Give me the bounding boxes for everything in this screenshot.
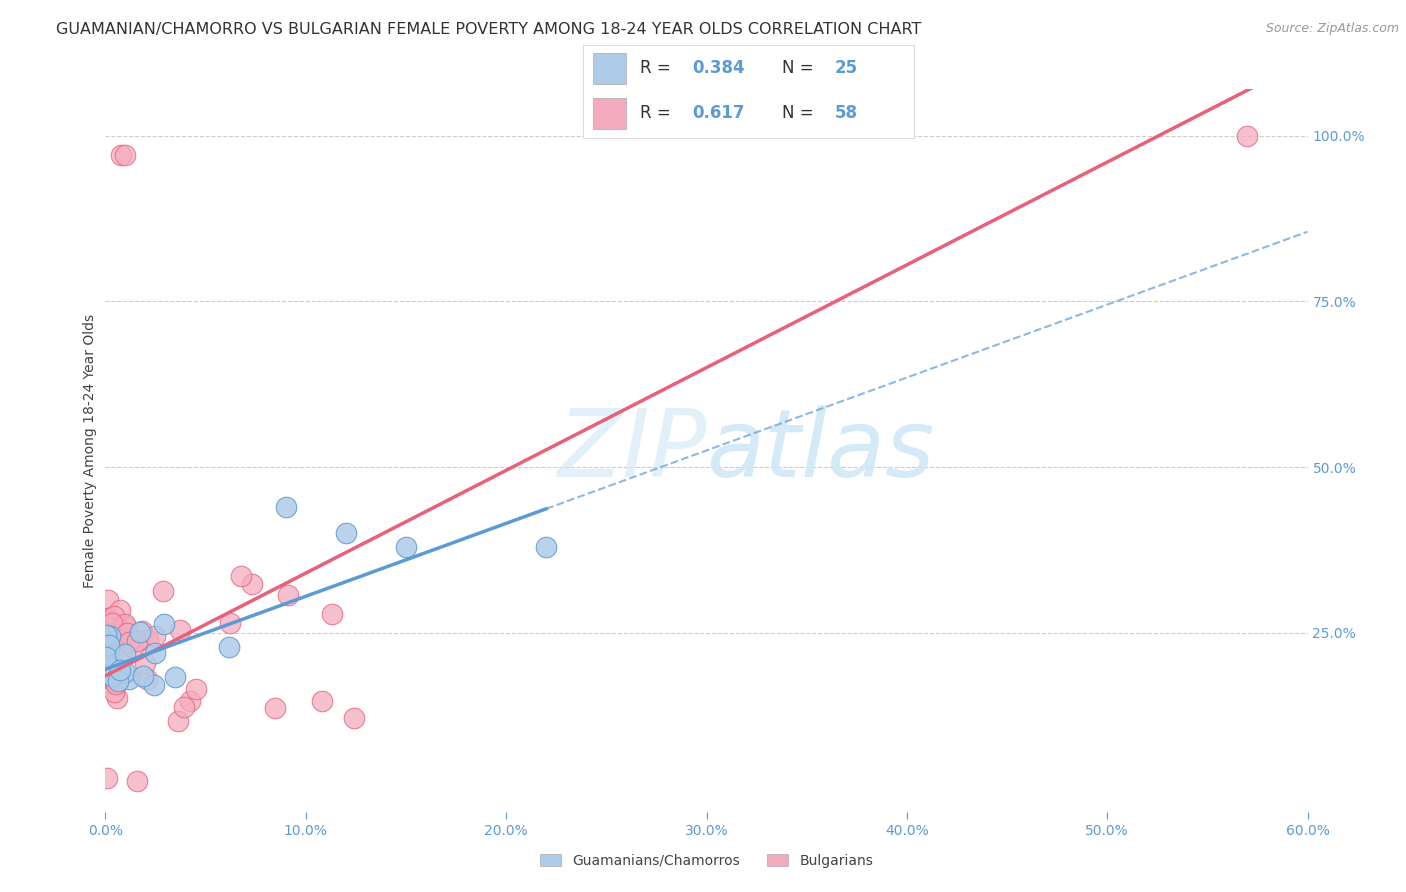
Point <box>98 652 121 666</box>
Point <box>125 633 148 648</box>
Point <box>173 699 195 714</box>
Point <box>100 638 122 652</box>
Point <box>143 646 166 660</box>
Text: 58: 58 <box>835 104 858 122</box>
Point <box>115 625 138 640</box>
Text: N =: N = <box>782 60 818 78</box>
Point <box>107 673 129 688</box>
Point <box>335 526 357 541</box>
Point <box>218 640 240 654</box>
Text: 0.617: 0.617 <box>693 104 745 122</box>
Point <box>163 670 186 684</box>
Point <box>114 665 136 679</box>
Point <box>96 625 118 640</box>
Point <box>98 660 121 674</box>
Point <box>132 669 155 683</box>
Point <box>219 616 242 631</box>
Point <box>131 624 153 638</box>
Point <box>277 588 299 602</box>
Point <box>110 644 132 658</box>
Point <box>97 664 120 678</box>
Point <box>395 540 418 554</box>
Point <box>103 608 125 623</box>
Point <box>263 701 285 715</box>
Point <box>100 616 122 631</box>
Text: atlas: atlas <box>707 405 935 496</box>
Y-axis label: Female Poverty Among 18-24 Year Olds: Female Poverty Among 18-24 Year Olds <box>83 313 97 588</box>
Point <box>274 500 297 514</box>
Point <box>114 616 136 631</box>
Point <box>96 667 118 681</box>
Point <box>104 677 127 691</box>
Point <box>152 584 174 599</box>
Point <box>98 641 121 656</box>
Legend: Guamanians/Chamorros, Bulgarians: Guamanians/Chamorros, Bulgarians <box>534 848 879 873</box>
Point <box>103 684 125 698</box>
Point <box>94 628 117 642</box>
Point <box>98 642 121 657</box>
Point <box>100 669 122 683</box>
Point <box>114 647 136 661</box>
Text: ZIP: ZIP <box>557 405 707 496</box>
Point <box>135 672 157 686</box>
Point <box>96 636 118 650</box>
Point <box>114 148 136 162</box>
Point <box>142 678 165 692</box>
Point <box>96 675 118 690</box>
Text: GUAMANIAN/CHAMORRO VS BULGARIAN FEMALE POVERTY AMONG 18-24 YEAR OLDS CORRELATION: GUAMANIAN/CHAMORRO VS BULGARIAN FEMALE P… <box>56 22 921 37</box>
Bar <box>593 53 627 84</box>
Point <box>97 612 120 626</box>
Point <box>94 650 117 665</box>
Point <box>104 628 127 642</box>
Point <box>311 694 333 708</box>
Point <box>145 629 167 643</box>
Point <box>110 633 132 648</box>
Point <box>110 148 132 162</box>
Point <box>94 655 117 669</box>
Bar <box>593 98 627 129</box>
Point <box>100 671 122 685</box>
Point <box>100 647 122 661</box>
Point <box>240 577 263 591</box>
Point <box>100 629 122 643</box>
Point <box>100 645 122 659</box>
Point <box>167 714 190 728</box>
Point <box>96 771 118 785</box>
Point <box>118 635 141 649</box>
Point <box>153 616 176 631</box>
Point <box>134 657 156 671</box>
Point <box>110 622 132 636</box>
Point <box>128 625 150 640</box>
Point <box>97 610 120 624</box>
Point <box>114 619 136 633</box>
Text: R =: R = <box>640 60 676 78</box>
Point <box>100 614 122 628</box>
Point <box>122 640 145 654</box>
Point <box>1236 128 1258 143</box>
Point <box>97 657 120 671</box>
Text: 0.384: 0.384 <box>693 60 745 78</box>
Point <box>97 638 120 652</box>
Text: R =: R = <box>640 104 676 122</box>
Point <box>97 593 120 607</box>
Point <box>184 681 207 696</box>
Text: N =: N = <box>782 104 818 122</box>
Text: 25: 25 <box>835 60 858 78</box>
Point <box>127 773 149 788</box>
Point <box>110 663 132 677</box>
Point <box>231 569 253 583</box>
Point <box>343 711 366 725</box>
Point <box>118 673 141 687</box>
Text: Source: ZipAtlas.com: Source: ZipAtlas.com <box>1265 22 1399 36</box>
Point <box>97 662 120 676</box>
Point <box>98 635 121 649</box>
Point <box>136 633 159 648</box>
Point <box>110 603 132 617</box>
Point <box>169 623 191 637</box>
Point <box>179 694 201 708</box>
Point <box>105 690 128 705</box>
Point <box>534 540 557 554</box>
Point <box>100 616 122 631</box>
Point <box>321 607 343 621</box>
